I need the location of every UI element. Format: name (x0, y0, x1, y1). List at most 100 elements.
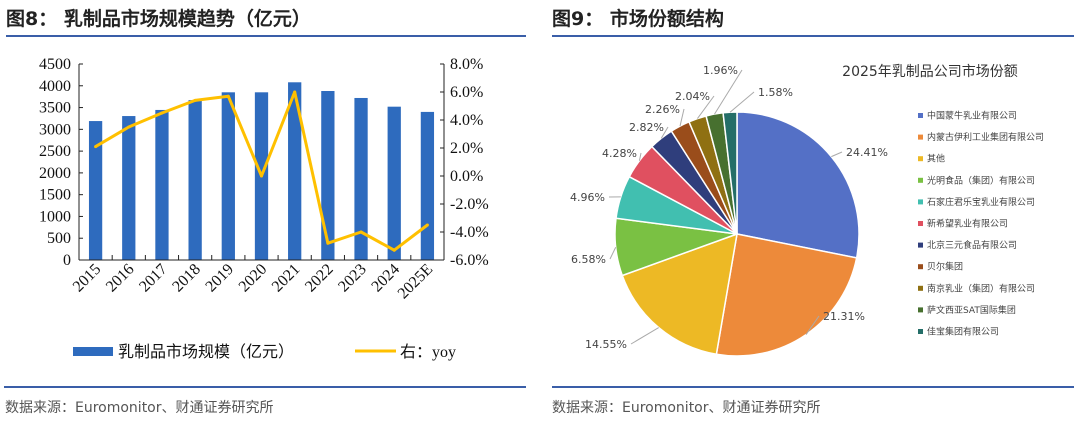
legend-swatch-bar (73, 347, 113, 356)
legend-label-bar: 乳制品市场规模（亿元） (118, 343, 294, 361)
x-tick-label: 2016 (103, 261, 138, 296)
pie-data-label: 6.58% (571, 253, 606, 266)
y2-tick-label: -6.0% (450, 252, 489, 269)
x-tick-label: 2025E (395, 261, 437, 303)
bar-2017 (155, 109, 169, 260)
y2-tick-label: 8.0% (450, 56, 483, 73)
pie-data-label: 2.26% (645, 103, 680, 116)
legend-label: 中国蒙牛乳业有限公司 (927, 110, 1017, 122)
pie-data-label: 4.96% (570, 191, 605, 204)
pie-leader-line (638, 152, 642, 161)
pie-data-label: 1.58% (758, 86, 793, 99)
y2-tick-label: -4.0% (450, 224, 489, 241)
legend-swatch-2 (918, 156, 923, 162)
yoy-point-2019 (226, 94, 230, 98)
y2-tick-label: 2.0% (450, 140, 483, 157)
y-tick-label: 4500 (39, 56, 71, 73)
legend-label: 其他 (927, 153, 945, 165)
pie-slice-10 (722, 111, 738, 235)
legend-swatch-8 (918, 285, 923, 291)
yoy-point-2018 (193, 98, 197, 102)
pie-leader-line (660, 126, 669, 139)
pie-title: 2025年乳制品公司市场份额 (842, 63, 1018, 80)
bar-2016 (122, 116, 136, 260)
left-figure-title: 图8： 乳制品市场规模趋势（亿元） (6, 8, 311, 30)
legend-swatch-0 (918, 113, 923, 118)
legend-label: 新希望乳业有限公司 (927, 218, 1008, 230)
bar-2021 (288, 82, 302, 260)
yoy-point-2016 (127, 125, 131, 129)
yoy-point-2022 (326, 241, 330, 245)
legend-swatch-10 (918, 329, 923, 334)
y-tick-label: 0 (63, 252, 71, 269)
y-tick-label: 500 (47, 230, 71, 247)
bar-2019 (221, 92, 235, 260)
bar-2025E (420, 111, 435, 261)
y-tick-label: 3500 (39, 100, 71, 117)
bar-2015 (88, 121, 103, 261)
yoy-point-2025E (425, 223, 429, 227)
legend-label-line: 右：yoy (400, 343, 456, 361)
pie-slice-0 (736, 111, 860, 259)
x-tick-label: 2023 (335, 261, 370, 296)
left-title-rule (6, 35, 526, 37)
legend-label: 萨文西亚SAT国际集团 (927, 304, 1016, 316)
left-footer-rule (4, 386, 526, 388)
legend-swatch-1 (918, 134, 923, 140)
pie-data-label: 4.28% (602, 147, 637, 160)
legend-label: 石家庄君乐宝乳业有限公司 (927, 196, 1035, 208)
y-tick-label: 2000 (39, 165, 71, 182)
yoy-point-2020 (260, 174, 263, 178)
x-tick-label: 2015 (70, 261, 105, 296)
bar-2022 (321, 91, 335, 260)
bar-2023 (354, 97, 368, 261)
legend-swatch-7 (918, 264, 923, 270)
y-tick-label: 4000 (39, 78, 71, 95)
legend-label: 佳宝集团有限公司 (927, 326, 999, 338)
legend-label: 光明食品（集团）有限公司 (927, 174, 1035, 186)
pie-leader-line (697, 95, 715, 119)
right-footer-rule (552, 386, 1074, 388)
x-tick-label: 2018 (169, 261, 204, 296)
pie-data-label: 2.04% (675, 90, 710, 103)
legend-label: 贝尔集团 (927, 261, 963, 273)
legend-label: 北京三元食品有限公司 (927, 239, 1017, 251)
left-source: 数据来源：Euromonitor、财通证券研究所 (5, 400, 274, 416)
pie-leader-line (609, 247, 617, 260)
pie-leader-line (729, 91, 755, 113)
y2-tick-label: 6.0% (450, 84, 483, 101)
yoy-point-2017 (160, 111, 164, 115)
y-tick-label: 3000 (39, 121, 71, 138)
pie-data-label: 2.82% (629, 121, 664, 134)
legend-swatch-5 (918, 221, 923, 226)
right-source: 数据来源：Euromonitor、财通证券研究所 (552, 400, 821, 416)
y-tick-label: 1000 (39, 208, 71, 225)
x-tick-label: 2020 (236, 261, 271, 296)
pie-leader-line (714, 69, 743, 115)
legend-label: 南京乳业（集团）有限公司 (927, 282, 1035, 294)
right-figure-title: 图9： 市场份额结构 (552, 8, 724, 30)
bar-2018 (188, 100, 202, 260)
pie-leader-line (831, 151, 843, 158)
pie-data-label: 21.31% (823, 310, 865, 323)
y-tick-label: 1500 (39, 187, 71, 204)
yoy-point-2015 (94, 145, 98, 149)
y-tick-label: 2500 (39, 143, 71, 160)
x-tick-label: 2021 (269, 261, 304, 296)
y2-tick-label: 4.0% (450, 112, 483, 129)
bar-2024 (387, 106, 401, 260)
x-tick-label: 2022 (302, 261, 337, 296)
yoy-point-2021 (293, 90, 297, 94)
y2-tick-label: 0.0% (450, 168, 483, 185)
pie-data-label: 14.55% (585, 338, 627, 351)
legend-swatch-9 (918, 307, 923, 313)
x-tick-label: 2017 (136, 261, 171, 296)
yoy-point-2023 (359, 230, 363, 234)
pie-leader-line (805, 315, 820, 335)
pie-data-label: 1.96% (703, 64, 738, 77)
yoy-point-2024 (392, 248, 396, 252)
pie-leader-line (679, 108, 685, 127)
pie-leader-line (630, 327, 659, 345)
right-title-rule (552, 35, 1074, 37)
